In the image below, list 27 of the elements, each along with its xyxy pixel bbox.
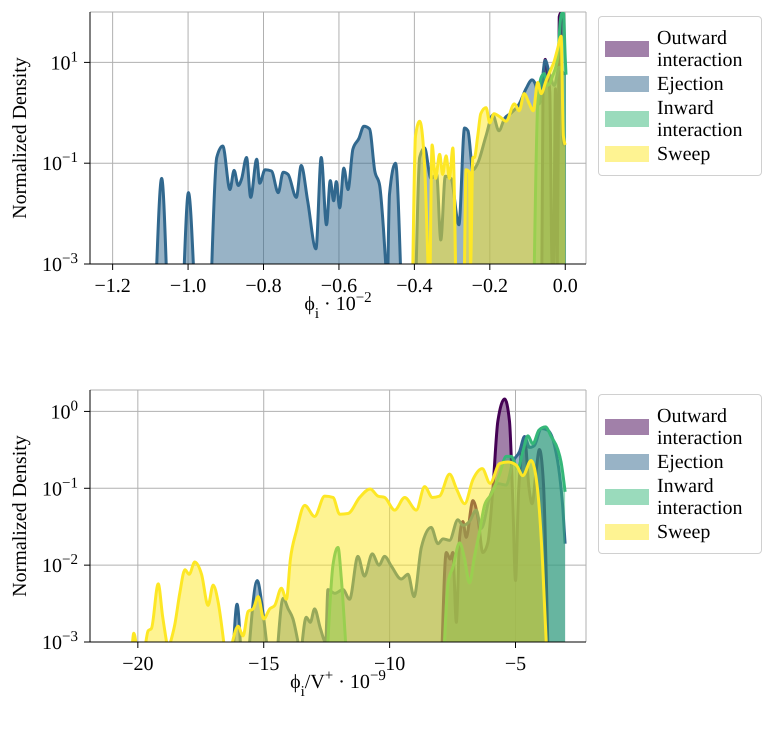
legend-label: Sweep xyxy=(657,143,712,165)
y-tick-label: 10$^{−3}$ xyxy=(42,251,78,276)
x-tick-label: 0.0 xyxy=(552,275,578,297)
x-tick-label: −1.2 xyxy=(94,275,131,297)
legend-label: Inward interaction xyxy=(657,475,744,519)
y-tick-label: 10$^{−1}$ xyxy=(42,475,78,500)
x-tick-label: −5 xyxy=(504,653,526,675)
legend-label: Inward interaction xyxy=(657,97,744,141)
x-tick-label: −0.4 xyxy=(396,275,433,297)
legend-label: Outward interaction xyxy=(657,27,744,71)
x-tick-label: −0.6 xyxy=(320,275,358,297)
x-tick-label: −15 xyxy=(248,653,280,675)
y-tick-label: 10$^{−3}$ xyxy=(42,629,78,654)
x-tick-label: −1.0 xyxy=(170,275,206,297)
legend-label: Outward interaction xyxy=(657,405,744,449)
y-tick-label: 10$^{−2}$ xyxy=(42,552,78,578)
x-tick-label: −20 xyxy=(122,653,154,675)
x-tick-label: −0.2 xyxy=(472,275,508,297)
legend-label: Ejection xyxy=(657,73,725,95)
legend-label: Ejection xyxy=(657,451,725,473)
y-tick-label: 10$^{0}$ xyxy=(50,398,78,424)
y-tick-label: 10$^{1}$ xyxy=(50,49,78,74)
y-axis-title: Normalized Density xyxy=(9,435,31,597)
y-tick-label: 10$^{−1}$ xyxy=(42,150,78,176)
y-axis-title: Normalized Density xyxy=(9,57,31,219)
x-tick-label: −0.8 xyxy=(245,275,282,297)
legend-label: Sweep xyxy=(657,521,712,543)
